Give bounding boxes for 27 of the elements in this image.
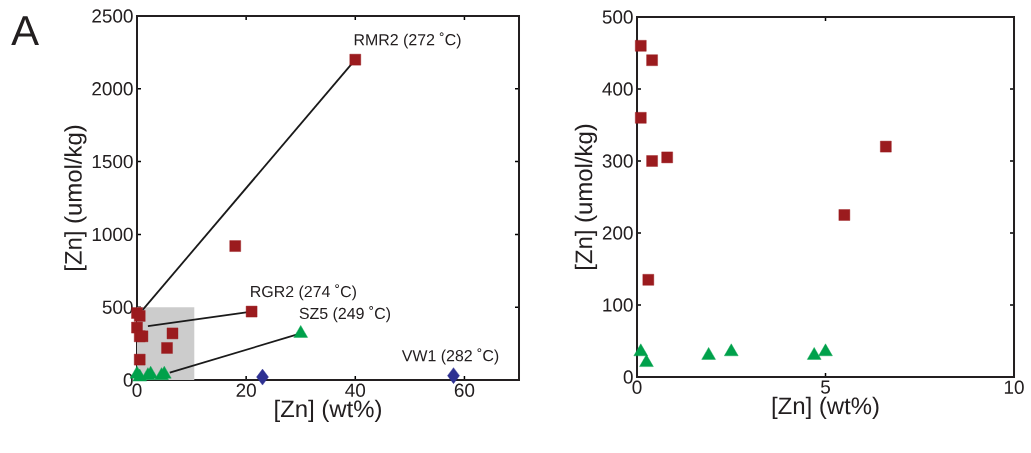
y-tick-label: 300	[602, 154, 633, 168]
x-tick-label: 0	[132, 383, 142, 397]
y-tick-label: 2500	[92, 9, 133, 23]
x-tick-label: 5	[820, 380, 830, 394]
annotation: VW1 (282 ˚C)	[401, 348, 499, 365]
y-tick-label: 1500	[92, 154, 133, 169]
y-tick-label: 500	[602, 10, 633, 24]
y-tick-label: 2000	[92, 82, 133, 96]
x-tick-label: 60	[454, 383, 475, 397]
x-tick-label: 20	[236, 383, 256, 397]
y-tick-label: 100	[603, 298, 633, 312]
y-axis-title: [Zn] (umol/kg)	[574, 124, 598, 270]
text: A	[11, 16, 39, 45]
x-tick-label: 10	[1004, 380, 1024, 394]
y-tick-label: 0	[623, 370, 633, 384]
annotation: SZ5 (249 ˚C)	[299, 306, 391, 323]
x-axis-title: [Zn] (wt%)	[772, 396, 879, 420]
annotation: RGR2 (274 ˚C)	[251, 284, 356, 301]
y-axis-title: [Zn] (umol/kg)	[64, 125, 87, 271]
y-tick-label: 400	[602, 82, 633, 96]
x-tick-label: 0	[632, 380, 642, 394]
y-tick-label: 500	[102, 300, 133, 314]
x-axis-title: [Zn] (wt%)	[275, 399, 381, 423]
annotation: RMR2 (272 ˚C)	[354, 32, 461, 49]
x-tick-label: 40	[345, 383, 366, 397]
y-tick-label: 200	[602, 226, 633, 240]
y-tick-label: 1000	[92, 227, 133, 242]
